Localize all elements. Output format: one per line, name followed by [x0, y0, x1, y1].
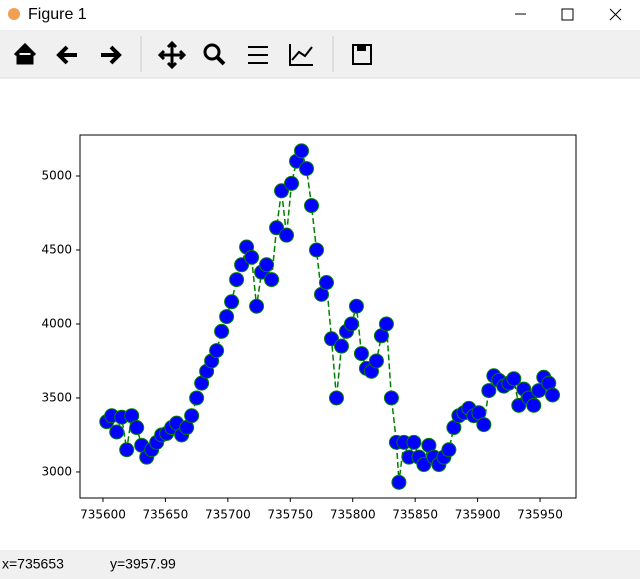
status-x: x=735653 [2, 556, 64, 572]
y-tick-label: 5000 [41, 168, 72, 182]
pan-button[interactable] [157, 40, 187, 70]
back-button[interactable] [56, 45, 77, 65]
point [309, 242, 325, 258]
x-tick-label: 735700 [205, 508, 251, 522]
point [274, 183, 290, 199]
zoom-handle [215, 55, 226, 66]
point [531, 383, 547, 399]
point [189, 390, 205, 406]
point [481, 383, 497, 399]
point [545, 387, 561, 403]
point [109, 424, 125, 440]
point [343, 316, 359, 332]
point [284, 175, 300, 191]
x-tick-label: 735950 [517, 508, 563, 522]
point [526, 397, 542, 413]
toolbar [0, 30, 640, 78]
point [229, 272, 245, 288]
x-tick-label: 735600 [80, 508, 126, 522]
forward-button[interactable] [101, 45, 122, 65]
point [304, 198, 320, 214]
point [294, 143, 310, 159]
axes-frame [79, 134, 577, 499]
point [378, 316, 394, 332]
point [348, 298, 364, 314]
point [234, 257, 250, 273]
point [511, 397, 527, 413]
point [333, 338, 349, 354]
point [224, 294, 240, 310]
point [506, 371, 522, 387]
app-icon [8, 8, 20, 20]
save-icon-part [357, 45, 366, 51]
title-bar [0, 0, 640, 30]
point [184, 408, 200, 424]
point [209, 343, 225, 359]
x-tick-label: 735850 [392, 508, 438, 522]
y-tick-label: 3000 [41, 464, 72, 478]
point [368, 353, 384, 369]
home-button[interactable] [13, 42, 37, 65]
point [406, 434, 422, 450]
window-title: Figure 1 [28, 6, 87, 23]
point [259, 257, 275, 273]
y-tick-label: 4000 [41, 316, 72, 330]
close-button[interactable] [609, 8, 622, 21]
point [319, 275, 335, 291]
point [476, 417, 492, 433]
y-tick-label: 3500 [41, 390, 72, 404]
point [244, 249, 260, 265]
x-tick-label: 735650 [143, 508, 189, 522]
y-tick-label: 4500 [41, 242, 72, 256]
x-tick-label: 735900 [455, 508, 501, 522]
point [353, 346, 369, 362]
point [328, 390, 344, 406]
point [323, 331, 339, 347]
point [441, 442, 457, 458]
zoom-button[interactable] [203, 43, 221, 61]
point [391, 474, 407, 490]
x-tick-label: 735800 [330, 508, 376, 522]
x-tick-label: 735750 [267, 508, 313, 522]
point [119, 442, 135, 458]
point [299, 161, 315, 177]
point [219, 309, 235, 325]
status-y: y=3957.99 [110, 556, 176, 572]
status-bar [0, 550, 640, 579]
edit-axis-button[interactable] [289, 44, 313, 66]
point [383, 390, 399, 406]
plot: 735600 735650 735700 735750 735800 735850 7359… [41, 143, 563, 522]
point [249, 298, 265, 314]
point [269, 220, 285, 236]
point [214, 323, 230, 339]
point [416, 457, 432, 473]
configure-button[interactable] [248, 46, 268, 64]
point [279, 227, 295, 243]
point [129, 420, 145, 436]
point [264, 272, 280, 288]
maximize-button[interactable] [561, 8, 574, 21]
